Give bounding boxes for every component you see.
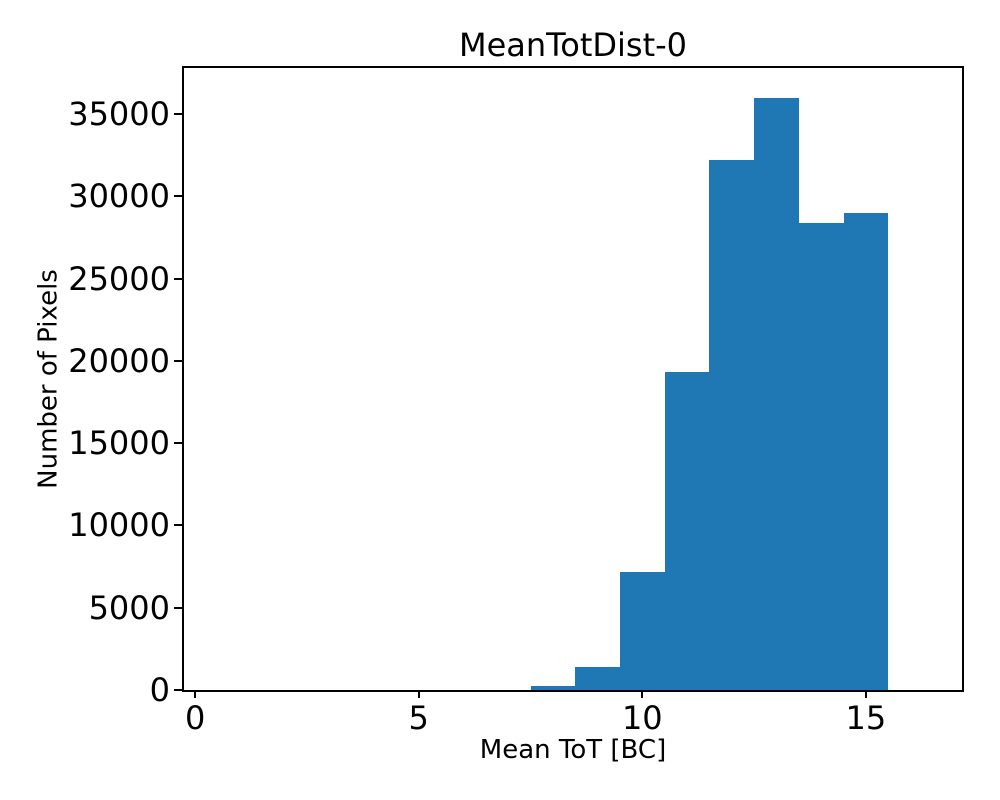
- y-tick-mark: [174, 113, 182, 116]
- y-tick-mark: [174, 524, 182, 527]
- y-tick-label: 30000: [68, 177, 170, 216]
- y-tick-mark: [174, 277, 182, 280]
- x-tick-label: 15: [845, 699, 887, 737]
- histogram-bar: [709, 160, 755, 690]
- y-axis-label: Number of Pixels: [33, 269, 64, 489]
- histogram-bar: [575, 666, 620, 690]
- y-tick-label: 35000: [68, 95, 170, 134]
- y-tick-mark: [174, 442, 182, 445]
- histogram-bar: [843, 212, 889, 690]
- chart-title: MeanTotDist-0: [458, 26, 688, 64]
- histogram-bar: [798, 222, 844, 690]
- x-tick-label: 10: [621, 699, 663, 737]
- histogram-bar: [754, 97, 799, 690]
- y-tick-label: 15000: [68, 424, 170, 463]
- x-axis-label: Mean ToT [BC]: [479, 735, 667, 765]
- y-tick-mark: [174, 606, 182, 609]
- histogram-bar: [664, 372, 710, 690]
- y-tick-label: 5000: [88, 588, 170, 627]
- y-tick-label: 20000: [68, 341, 170, 380]
- y-tick-label: 10000: [68, 506, 170, 545]
- histogram-bar: [530, 685, 576, 690]
- x-tick-mark: [417, 690, 420, 698]
- x-tick-mark: [641, 690, 644, 698]
- plot-area: [182, 66, 964, 692]
- y-tick-label: 0: [149, 671, 170, 709]
- x-tick-label: 5: [408, 699, 429, 737]
- y-tick-mark: [174, 689, 182, 691]
- histogram-bar: [619, 571, 665, 690]
- x-tick-mark: [864, 690, 867, 698]
- x-tick-mark: [194, 690, 197, 698]
- y-tick-label: 25000: [68, 259, 170, 298]
- y-tick-mark: [174, 195, 182, 198]
- x-tick-label: 0: [184, 699, 206, 737]
- y-tick-mark: [174, 359, 182, 362]
